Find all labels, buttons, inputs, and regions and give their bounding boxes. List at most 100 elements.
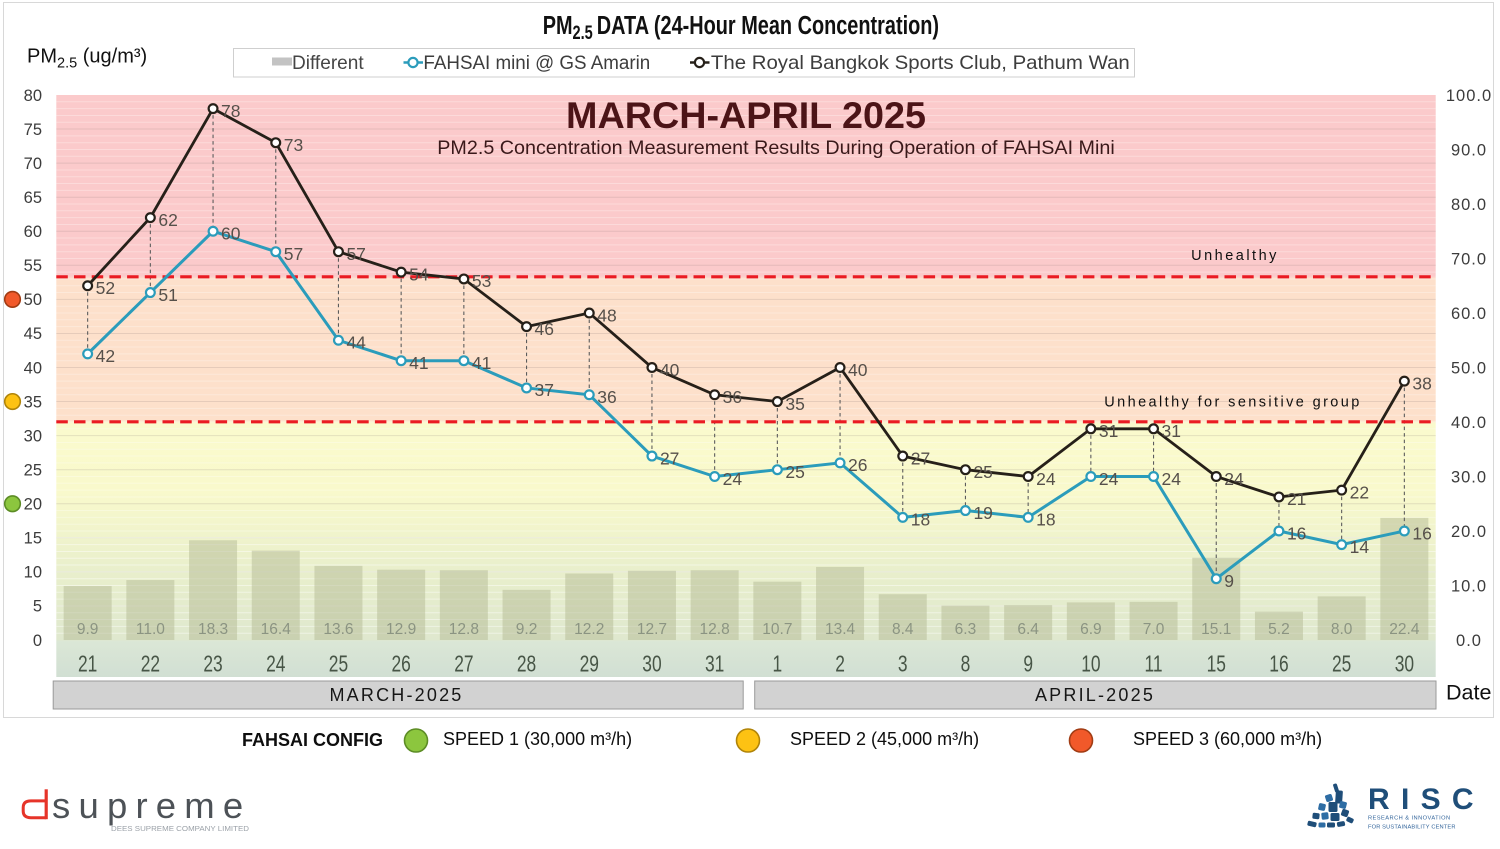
svg-text:13.6: 13.6	[323, 621, 353, 638]
svg-text:40: 40	[848, 360, 868, 380]
svg-text:62: 62	[158, 210, 177, 230]
svg-text:41: 41	[472, 353, 491, 373]
svg-text:55: 55	[24, 257, 42, 275]
svg-text:9: 9	[1023, 651, 1033, 677]
svg-text:78: 78	[221, 101, 240, 121]
svg-text:60.0: 60.0	[1451, 305, 1487, 323]
svg-text:25: 25	[785, 462, 804, 482]
svg-text:27: 27	[911, 448, 930, 468]
svg-text:65: 65	[24, 189, 42, 207]
svg-text:DEES SUPREME COMPANY LIMITED: DEES SUPREME COMPANY LIMITED	[111, 824, 250, 833]
svg-text:30.0: 30.0	[1451, 468, 1487, 486]
svg-text:46: 46	[535, 319, 554, 339]
svg-text:RISC: RISC	[1368, 783, 1485, 816]
svg-text:51: 51	[158, 285, 177, 305]
svg-text:18.3: 18.3	[198, 621, 228, 638]
svg-text:0: 0	[33, 632, 42, 650]
svg-text:8.0: 8.0	[1331, 621, 1353, 638]
svg-text:36: 36	[723, 387, 742, 407]
svg-text:38: 38	[1412, 373, 1431, 393]
svg-text:26: 26	[848, 455, 867, 475]
svg-text:FAHSAI CONFIG: FAHSAI CONFIG	[242, 730, 383, 750]
svg-text:7.0: 7.0	[1143, 621, 1165, 638]
svg-text:24: 24	[266, 651, 285, 677]
svg-text:PM2.5 DATA (24-Hour Mean Conce: PM2.5 DATA (24-Hour Mean Concentration)	[543, 10, 939, 43]
svg-text:30: 30	[24, 427, 42, 445]
svg-text:20: 20	[24, 496, 42, 514]
svg-text:16: 16	[1269, 651, 1288, 677]
svg-text:SPEED 3 (60,000 m³/h): SPEED 3 (60,000 m³/h)	[1133, 729, 1322, 749]
svg-text:36: 36	[597, 387, 616, 407]
svg-text:31: 31	[705, 651, 724, 677]
svg-text:12.8: 12.8	[449, 621, 479, 638]
svg-text:30: 30	[1395, 651, 1414, 677]
svg-text:37: 37	[535, 380, 554, 400]
svg-text:10.7: 10.7	[762, 621, 792, 638]
svg-text:26: 26	[391, 651, 410, 677]
svg-text:23: 23	[203, 651, 222, 677]
svg-text:22: 22	[141, 651, 160, 677]
svg-text:6.9: 6.9	[1080, 621, 1102, 638]
svg-text:12.8: 12.8	[700, 621, 730, 638]
svg-text:28: 28	[517, 651, 536, 677]
svg-text:24: 24	[1036, 469, 1056, 489]
svg-text:PM2.5 (ug/m³): PM2.5 (ug/m³)	[27, 46, 147, 72]
svg-text:Date: Date	[1446, 681, 1491, 705]
svg-text:90.0: 90.0	[1451, 141, 1487, 159]
svg-text:9.2: 9.2	[516, 621, 538, 638]
svg-text:20.0: 20.0	[1451, 523, 1487, 541]
svg-text:57: 57	[346, 244, 365, 264]
svg-text:15: 15	[24, 530, 42, 548]
svg-text:3: 3	[898, 651, 908, 677]
svg-text:0.0: 0.0	[1456, 632, 1482, 650]
svg-text:30: 30	[642, 651, 661, 677]
svg-text:35: 35	[24, 393, 42, 411]
svg-text:RESEARCH & INNOVATION: RESEARCH & INNOVATION	[1368, 816, 1451, 822]
svg-text:16.4: 16.4	[261, 621, 291, 638]
svg-text:The Royal Bangkok Sports Club,: The Royal Bangkok Sports Club, Pathum Wa…	[711, 52, 1130, 73]
svg-text:27: 27	[660, 448, 679, 468]
svg-text:48: 48	[597, 305, 616, 325]
svg-text:21: 21	[78, 651, 97, 677]
svg-text:50.0: 50.0	[1451, 359, 1487, 377]
svg-text:29: 29	[580, 651, 599, 677]
svg-text:SPEED 1 (30,000 m³/h): SPEED 1 (30,000 m³/h)	[443, 729, 632, 749]
svg-text:Different: Different	[292, 53, 364, 74]
svg-text:1: 1	[773, 651, 783, 677]
svg-text:Unhealthy: Unhealthy	[1191, 248, 1279, 264]
svg-text:6.3: 6.3	[955, 621, 977, 638]
svg-text:6.4: 6.4	[1017, 621, 1039, 638]
svg-text:60: 60	[221, 224, 241, 244]
svg-text:5: 5	[33, 598, 42, 616]
svg-text:70.0: 70.0	[1451, 250, 1487, 268]
svg-text:27: 27	[454, 651, 473, 677]
svg-text:11: 11	[1145, 651, 1163, 677]
svg-text:FAHSAI mini @ GS Amarin: FAHSAI mini @ GS Amarin	[423, 53, 650, 74]
svg-text:supreme: supreme	[52, 785, 251, 826]
svg-text:19: 19	[973, 503, 992, 523]
svg-text:75: 75	[24, 121, 42, 139]
svg-text:25: 25	[1332, 651, 1351, 677]
svg-text:14: 14	[1350, 537, 1370, 557]
svg-text:10.0: 10.0	[1451, 577, 1487, 595]
svg-text:80: 80	[24, 87, 42, 105]
svg-text:11.0: 11.0	[136, 621, 165, 638]
svg-text:5.2: 5.2	[1268, 621, 1290, 638]
svg-text:45: 45	[24, 325, 42, 343]
svg-text:24: 24	[1099, 469, 1119, 489]
svg-text:24: 24	[1224, 469, 1244, 489]
svg-text:40: 40	[24, 359, 42, 377]
svg-text:60: 60	[24, 223, 42, 241]
svg-text:24: 24	[1162, 469, 1182, 489]
svg-text:Unhealthy for sensitive group: Unhealthy for sensitive group	[1104, 395, 1361, 411]
svg-text:22: 22	[1350, 482, 1369, 502]
svg-text:31: 31	[1099, 421, 1118, 441]
svg-text:15.1: 15.1	[1201, 621, 1231, 638]
svg-text:9.9: 9.9	[77, 621, 99, 638]
svg-text:24: 24	[723, 469, 743, 489]
svg-text:10: 10	[24, 564, 42, 582]
svg-text:15: 15	[1207, 651, 1226, 677]
svg-text:12.7: 12.7	[637, 621, 667, 638]
svg-text:53: 53	[472, 271, 491, 291]
svg-text:2: 2	[835, 651, 845, 677]
